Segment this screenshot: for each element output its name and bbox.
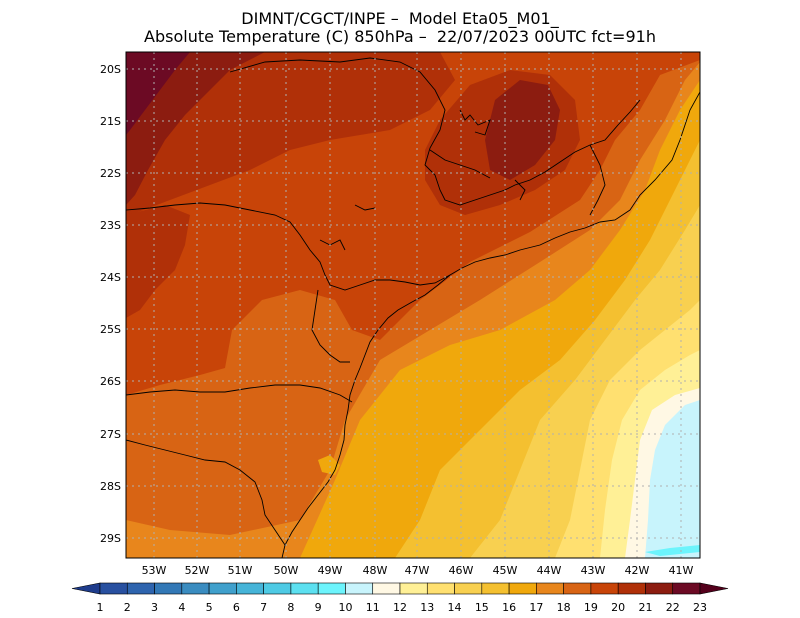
colorbar-swatch xyxy=(99,582,128,595)
colorbar-label: 10 xyxy=(338,601,352,614)
river-lake-3 xyxy=(354,204,376,211)
lon-label-50w: 50W xyxy=(274,564,299,577)
band-23c xyxy=(126,52,190,135)
colorbar-swatch xyxy=(590,582,619,595)
colorbar-label: 13 xyxy=(420,601,434,614)
colorbar-swatch xyxy=(345,582,374,595)
colorbar-swatch xyxy=(181,582,210,595)
lat-label-29s: 29S xyxy=(100,532,121,545)
grid-lines xyxy=(126,52,700,558)
lat-label-27s: 27S xyxy=(100,428,121,441)
band-21c-interior xyxy=(126,205,190,318)
lat-label-24s: 24S xyxy=(100,271,121,284)
colorbar-label: 4 xyxy=(178,601,185,614)
lon-label-53w: 53W xyxy=(142,564,167,577)
colorbar-swatch xyxy=(126,582,155,595)
river-lake-2 xyxy=(319,239,346,251)
map-title-line-2: Absolute Temperature (C) 850hPa – 22/07/… xyxy=(144,27,656,46)
state-border-7 xyxy=(589,144,606,216)
colorbar-swatch xyxy=(208,582,237,595)
colorbar-swatch xyxy=(454,582,483,595)
lon-label-51w: 51W xyxy=(228,564,253,577)
state-border-3 xyxy=(126,384,353,403)
lon-label-42w: 42W xyxy=(625,564,650,577)
band-10c xyxy=(645,545,700,556)
colorbar-swatch xyxy=(536,582,564,595)
colorbar-arrow-low xyxy=(71,582,101,595)
state-border-5 xyxy=(311,289,350,363)
colorbar-swatch xyxy=(508,582,537,595)
colorbar-arrow-high xyxy=(699,582,729,595)
map-frame xyxy=(125,51,701,559)
colorbar-label: 23 xyxy=(693,601,707,614)
colorbar-label: 19 xyxy=(584,601,598,614)
lon-label-41w: 41W xyxy=(669,564,694,577)
lon-label-48w: 48W xyxy=(363,564,388,577)
band-22c-east xyxy=(485,80,560,180)
colorbar-label: 18 xyxy=(557,601,571,614)
colorbar-label: 1 xyxy=(97,601,104,614)
colorbar-label: 15 xyxy=(475,601,489,614)
band-22c xyxy=(126,52,265,205)
colorbar-swatch xyxy=(617,582,646,595)
colorbar-swatch xyxy=(317,582,346,595)
lat-label-22s: 22S xyxy=(100,167,121,180)
colorbar-swatch xyxy=(399,582,428,595)
colorbar-label: 9 xyxy=(315,601,322,614)
colorbar-label: 11 xyxy=(366,601,380,614)
map-title-line-1: DIMNT/CGCT/INPE – Model Eta05_M01_ xyxy=(241,9,559,28)
map-borders xyxy=(126,57,700,558)
colorbar-label: 20 xyxy=(611,601,625,614)
colorbar-swatch xyxy=(672,582,701,595)
lon-label-45w: 45W xyxy=(493,564,518,577)
colorbar-label: 14 xyxy=(448,601,462,614)
colorbar-swatch xyxy=(372,582,401,595)
colorbar-swatch xyxy=(236,582,264,595)
river-lake-1 xyxy=(459,109,491,136)
colorbar-swatch xyxy=(481,582,510,595)
lat-label-20s: 20S xyxy=(100,63,121,76)
lon-label-52w: 52W xyxy=(185,564,210,577)
colorbar-label: 16 xyxy=(502,601,516,614)
latitude-labels: 20S 21S 22S 23S 24S 25S 26S 27S 28S 29S xyxy=(100,63,121,545)
lat-label-25s: 25S xyxy=(100,323,121,336)
lat-label-28s: 28S xyxy=(100,480,121,493)
colorbar-label: 22 xyxy=(666,601,680,614)
colorbar-swatch xyxy=(426,582,455,595)
colorbar-label: 5 xyxy=(206,601,213,614)
lat-label-21s: 21S xyxy=(100,115,121,128)
colorbar-swatch xyxy=(645,582,674,595)
colorbar-label: 8 xyxy=(287,601,294,614)
lon-label-47w: 47W xyxy=(405,564,430,577)
state-border-1 xyxy=(229,57,641,206)
colorbar-swatch xyxy=(563,582,592,595)
lat-label-26s: 26S xyxy=(100,375,121,388)
longitude-labels: 53W 52W 51W 50W 49W 48W 47W 46W 45W 44W … xyxy=(142,564,694,577)
band-21c-northwest xyxy=(126,52,455,215)
state-border-4 xyxy=(126,439,286,546)
colorbar: 1 2 3 4 5 6 7 8 9 10 11 12 13 14 15 16 17 18 19 20 21 22 23 xyxy=(71,582,729,614)
river-lake-4 xyxy=(514,179,526,201)
colorbar-label: 17 xyxy=(529,601,543,614)
colorbar-label: 2 xyxy=(124,601,131,614)
coastline xyxy=(281,91,700,558)
lon-label-43w: 43W xyxy=(581,564,606,577)
colorbar-label: 3 xyxy=(151,601,158,614)
lat-label-23s: 23S xyxy=(100,219,121,232)
colorbar-swatch xyxy=(263,582,292,595)
colorbar-label: 21 xyxy=(638,601,652,614)
lon-label-49w: 49W xyxy=(318,564,343,577)
colorbar-label: 7 xyxy=(260,601,267,614)
state-border-2 xyxy=(126,202,451,291)
lon-label-44w: 44W xyxy=(537,564,562,577)
colorbar-label: 12 xyxy=(393,601,407,614)
colorbar-swatch xyxy=(154,582,183,595)
colorbar-swatch xyxy=(290,582,319,595)
colorbar-label: 6 xyxy=(233,601,240,614)
band-11c xyxy=(645,400,700,558)
lon-label-46w: 46W xyxy=(449,564,474,577)
temperature-field xyxy=(126,52,700,558)
